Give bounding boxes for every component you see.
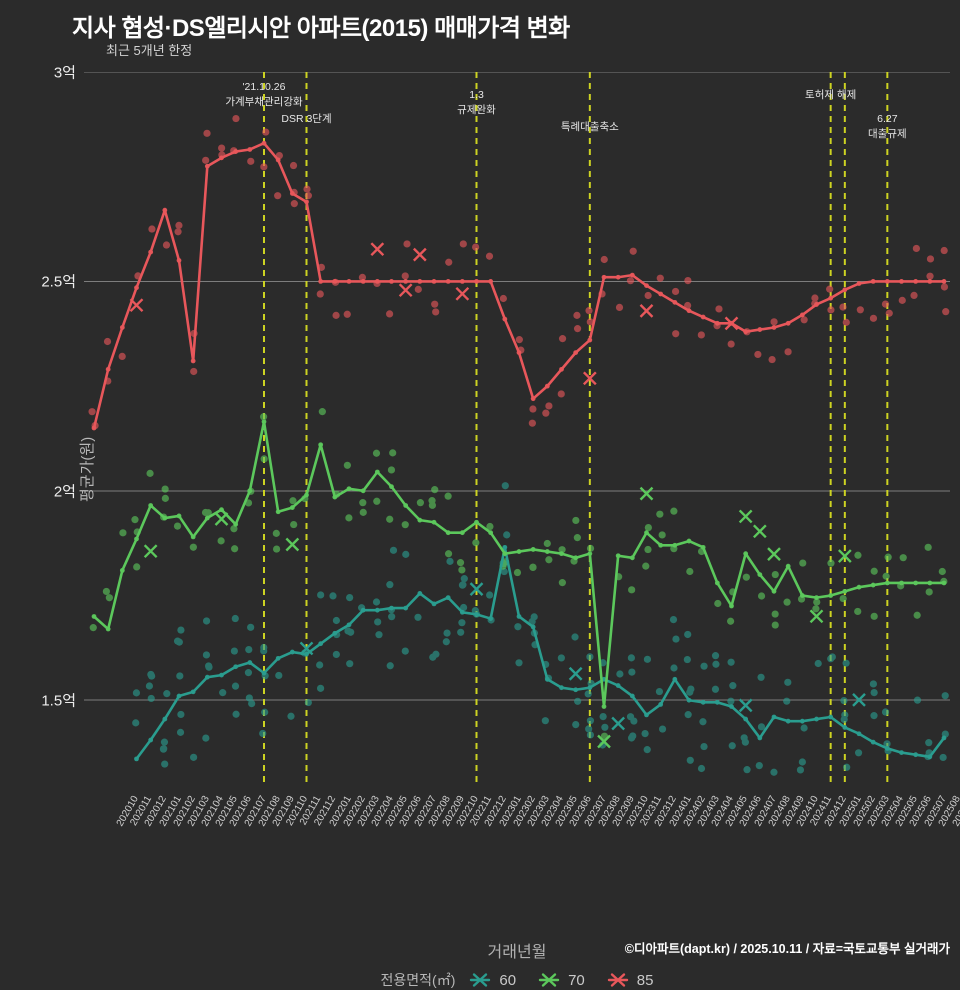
event-annotation-line: 토허제 해제 bbox=[805, 89, 857, 101]
legend-item-70[interactable]: 70 bbox=[538, 971, 585, 989]
chart-canvas: 지사 협성·DS엘리시안 아파트(2015) 매매가격 변화 최근 5개년 한정… bbox=[41, 15, 960, 989]
event-annotation-4: 토허제 해제 bbox=[805, 88, 856, 103]
event-annotation-line: 6.27 bbox=[877, 113, 898, 125]
event-annotation-line: 규제완화 bbox=[457, 104, 496, 117]
event-annotation-1: DSR 3단계 bbox=[281, 112, 331, 127]
event-annotation-2: 1.3 규제완화 bbox=[457, 88, 496, 118]
legend-title: 전용면적(㎡) bbox=[380, 972, 456, 988]
plot-area: 3억 2.5억 2억 1.5억 202010 202011 202012 202101 202… bbox=[41, 65, 960, 989]
x-axis-ticks: 202010 202011 202012 202101 202102 202103 2021… bbox=[84, 794, 960, 874]
legend-item-85[interactable]: 85 bbox=[607, 971, 654, 989]
y-axis-tick-1: 2.5억 bbox=[41, 273, 76, 291]
x-marker-icon bbox=[538, 973, 560, 987]
y-axis-label: 평균가(원) bbox=[79, 436, 96, 502]
legend-item-60[interactable]: 60 bbox=[469, 971, 516, 989]
event-annotation-line: 1.3 bbox=[469, 89, 484, 101]
legend-label: 60 bbox=[499, 971, 517, 989]
x-marker-icon bbox=[470, 973, 491, 987]
event-annotation-line: DSR 3단계 bbox=[281, 113, 332, 125]
legend-label: 85 bbox=[636, 971, 654, 989]
event-annotation-line: '21.10.26 bbox=[242, 81, 286, 93]
chart-title: 지사 협성·DS엘리시안 아파트(2015) 매매가격 변화 bbox=[72, 15, 570, 42]
event-annotation-line: 대출규제 bbox=[868, 128, 907, 141]
x-marker-icon bbox=[607, 973, 628, 987]
plot-svg bbox=[84, 72, 950, 784]
chart-legend: 전용면적(㎡) 60 70 85 bbox=[84, 970, 950, 990]
x-axis-label: 거래년월 bbox=[487, 944, 547, 961]
chart-subtitle: 최근 5개년 한정 bbox=[106, 43, 193, 58]
y-axis-tick-2: 2억 bbox=[53, 483, 76, 501]
footer-credit: ©디아파트(dapt.kr) / 2025.10.11 / 자료=국토교통부 실… bbox=[624, 942, 950, 956]
event-annotation-6: 6.27 대출규제 bbox=[868, 112, 907, 142]
event-annotation-0: '21.10.26 가계부채관리강화 bbox=[225, 80, 302, 110]
y-axis-tick-3: 1.5억 bbox=[41, 692, 76, 710]
y-axis-tick-0: 3억 bbox=[53, 64, 76, 82]
event-annotation-line: 특례대출축소 bbox=[560, 121, 619, 133]
legend-label: 70 bbox=[568, 971, 585, 989]
event-annotation-line: 가계부채관리강화 bbox=[225, 96, 303, 109]
event-annotation-3: 특례대출축소 bbox=[561, 120, 619, 135]
